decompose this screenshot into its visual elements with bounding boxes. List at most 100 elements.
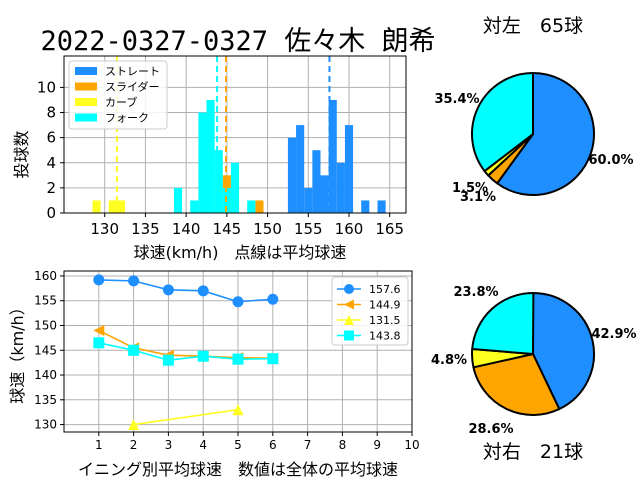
pie-label: 4.8% bbox=[431, 353, 467, 368]
y-tick-label: 160 bbox=[34, 269, 57, 283]
x-tick-label: 155 bbox=[294, 220, 323, 238]
y-tick-label: 145 bbox=[34, 343, 57, 357]
x-tick-label: 130 bbox=[90, 220, 119, 238]
legend-label: 131.5 bbox=[369, 314, 401, 327]
x-tick-label: 145 bbox=[213, 220, 242, 238]
figure-title: 2022-0327-0327 佐々木 朗希 bbox=[40, 26, 435, 57]
series-point bbox=[267, 293, 279, 305]
legend-box bbox=[331, 276, 409, 346]
legend-label: ストレート bbox=[105, 65, 160, 78]
series-point bbox=[93, 337, 105, 349]
x-tick-label: 7 bbox=[304, 438, 312, 452]
series-point bbox=[232, 353, 244, 365]
legend-marker bbox=[344, 330, 354, 341]
y-tick-label: 130 bbox=[34, 418, 57, 432]
histogram-bar bbox=[377, 200, 386, 213]
histogram-frame bbox=[63, 55, 407, 214]
histogram-bar bbox=[255, 200, 264, 213]
series-line bbox=[133, 408, 239, 426]
pie-label: 35.4% bbox=[434, 92, 479, 107]
histogram-bar bbox=[230, 162, 240, 213]
legend-swatch bbox=[75, 113, 97, 122]
x-tick-label: 150 bbox=[253, 220, 282, 238]
histogram-bar bbox=[361, 200, 370, 213]
series-point bbox=[232, 296, 244, 308]
legend-label: 157.6 bbox=[369, 283, 401, 296]
histogram-bar bbox=[116, 200, 126, 213]
histogram-bar bbox=[312, 150, 321, 213]
series-point bbox=[162, 354, 174, 366]
x-axis-label: イニング別平均球速 数値は全体の平均球速 bbox=[78, 460, 398, 479]
series-point bbox=[128, 344, 140, 356]
legend-label: フォーク bbox=[105, 112, 149, 125]
histogram: 130 135 140 145 150 155 160 165 0 2 4 6 8 10 球速(km/h) … bbox=[12, 55, 407, 262]
histogram-bar bbox=[296, 125, 305, 213]
series-point bbox=[93, 324, 105, 336]
legend-swatch bbox=[75, 82, 97, 91]
y-axis-label: 投球数 bbox=[12, 130, 31, 178]
legend-marker bbox=[344, 284, 354, 294]
legend-swatch bbox=[75, 98, 97, 106]
legend-marker bbox=[344, 299, 354, 310]
pie-slice bbox=[471, 72, 534, 173]
pie-slice bbox=[471, 292, 535, 355]
legend-label: 144.9 bbox=[369, 299, 401, 312]
pie-title: 対左 65球 bbox=[483, 15, 583, 37]
y-tick-label: 140 bbox=[34, 368, 57, 382]
legend-marker bbox=[344, 315, 354, 325]
histogram-bar bbox=[328, 99, 337, 213]
legend-label: スライダー bbox=[105, 80, 160, 94]
pie-slice bbox=[472, 353, 561, 416]
pie-left: 対左 65球 60.0% 3.1%1.5% 35.4% bbox=[434, 15, 633, 205]
x-tick-label: 3 bbox=[165, 438, 173, 452]
histogram-bar bbox=[287, 137, 297, 213]
pie-label: 1.5% bbox=[452, 181, 488, 196]
y-tick-label: 150 bbox=[34, 318, 57, 332]
series-line bbox=[98, 342, 273, 361]
histogram-bar bbox=[214, 150, 223, 213]
series-point bbox=[197, 285, 209, 297]
histogram-bar bbox=[206, 99, 215, 213]
histogram-bar bbox=[198, 112, 207, 213]
series-point bbox=[232, 404, 244, 416]
histogram-bar bbox=[173, 187, 183, 213]
x-tick-label: 5 bbox=[234, 438, 242, 452]
legend-box bbox=[68, 60, 168, 130]
x-tick-label: 165 bbox=[375, 220, 404, 238]
series-point bbox=[267, 353, 279, 365]
series-point bbox=[128, 275, 140, 287]
x-tick-label: 2 bbox=[130, 438, 138, 452]
pie-slice bbox=[532, 292, 595, 411]
pie-label: 23.8% bbox=[453, 285, 498, 300]
series-point bbox=[197, 350, 209, 362]
histogram-bar bbox=[108, 200, 117, 213]
inning-series bbox=[93, 274, 279, 308]
y-tick-label: 0 bbox=[46, 204, 56, 222]
inning-series bbox=[93, 337, 279, 366]
series-point bbox=[162, 284, 174, 296]
pie-right: 対右 21球 42.9% 28.6% 4.8% 23.8% bbox=[431, 285, 637, 463]
y-tick-label: 6 bbox=[46, 129, 56, 147]
pie-label: 60.0% bbox=[588, 153, 633, 168]
y-tick-label: 135 bbox=[34, 393, 57, 407]
pie-label: 28.6% bbox=[468, 422, 513, 437]
x-tick-label: 1 bbox=[95, 438, 103, 452]
pie-label: 3.1% bbox=[460, 190, 496, 205]
histogram-bar bbox=[344, 125, 354, 213]
inning-series bbox=[128, 404, 244, 431]
y-tick-label: 10 bbox=[37, 78, 56, 96]
series-line bbox=[98, 279, 273, 303]
histogram-bar bbox=[304, 187, 313, 213]
histogram-bar bbox=[190, 200, 199, 213]
x-tick-label: 4 bbox=[199, 438, 207, 452]
x-tick-label: 135 bbox=[131, 220, 160, 238]
x-tick-label: 9 bbox=[373, 438, 381, 452]
x-tick-label: 10 bbox=[404, 438, 419, 452]
pie-slice bbox=[496, 72, 595, 196]
histogram-bar bbox=[247, 200, 256, 213]
series-point bbox=[128, 419, 140, 431]
histogram-bar bbox=[336, 162, 345, 213]
x-tick-label: 8 bbox=[339, 438, 347, 452]
x-tick-label: 160 bbox=[335, 220, 364, 238]
